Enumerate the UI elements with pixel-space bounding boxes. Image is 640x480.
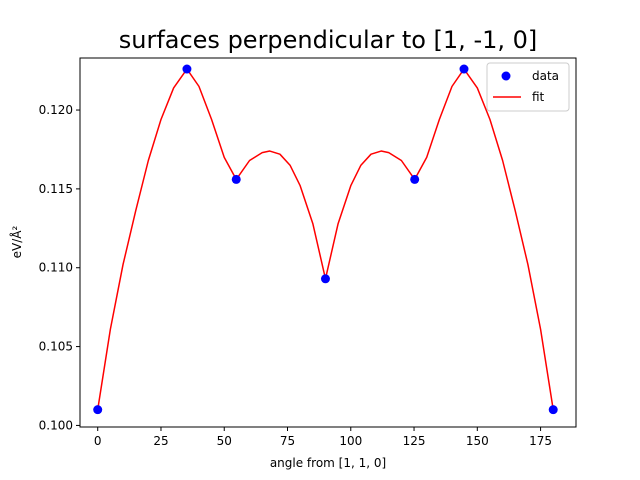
y-axis-ticks: 0.100 0.105 0.110 0.115 0.120: [39, 103, 80, 432]
x-tick-label: 0: [94, 434, 102, 448]
x-tick-label: 100: [339, 434, 362, 448]
x-tick-label: 50: [217, 434, 232, 448]
legend-fit-label: fit: [532, 90, 545, 104]
x-tick-label: 175: [529, 434, 552, 448]
legend-data-label: data: [532, 69, 559, 83]
y-tick-label: 0.100: [39, 418, 73, 432]
legend-data-marker: [501, 71, 511, 81]
data-point: [548, 405, 558, 415]
x-tick-label: 150: [466, 434, 489, 448]
data-series: [93, 64, 558, 415]
x-tick-label: 25: [153, 434, 168, 448]
chart-title: surfaces perpendicular to [1, -1, 0]: [119, 26, 538, 54]
x-axis-ticks: 0 25 50 75 100 125 150 175: [94, 427, 552, 448]
legend[interactable]: data fit: [486, 62, 570, 112]
data-point: [410, 174, 420, 184]
data-point: [459, 64, 469, 74]
data-point: [182, 64, 192, 74]
y-axis-label: eV/Å²: [9, 225, 24, 258]
data-point: [320, 274, 330, 284]
data-point: [93, 405, 103, 415]
y-tick-label: 0.115: [39, 182, 73, 196]
y-tick-label: 0.120: [39, 103, 73, 117]
x-axis-label: angle from [1, 1, 0]: [270, 456, 386, 470]
x-tick-label: 75: [280, 434, 295, 448]
x-tick-label: 125: [403, 434, 426, 448]
y-tick-label: 0.110: [39, 261, 73, 275]
data-point: [231, 174, 241, 184]
axes-frame: [79, 57, 577, 428]
y-tick-label: 0.105: [39, 340, 73, 354]
plot-area: [93, 64, 558, 415]
